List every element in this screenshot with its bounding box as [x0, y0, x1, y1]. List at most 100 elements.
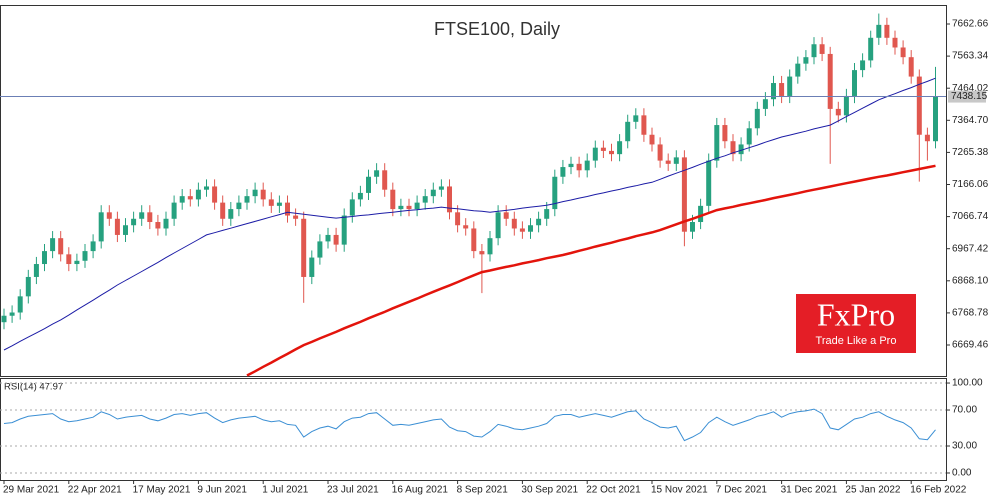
candle-body [795, 63, 801, 77]
candle-body [511, 218, 517, 229]
candle-body [771, 83, 776, 100]
candle-body [366, 176, 371, 193]
candle-body [503, 212, 509, 219]
candle-body [414, 202, 420, 210]
candle-body [123, 225, 128, 235]
candle-body [155, 222, 161, 229]
candle-body [244, 196, 250, 203]
candle-body [762, 99, 768, 109]
x-tick-label: 31 Dec 2021 [781, 485, 838, 496]
candle-body [544, 209, 550, 219]
x-tick-label: 7 Dec 2021 [716, 485, 768, 496]
rsi-panel-border [0, 378, 947, 481]
y-tick-label: 7563.34 [952, 51, 989, 62]
candle-body [301, 218, 307, 277]
candle-body [438, 186, 444, 190]
rsi-title: RSI(14) 47.97 [4, 382, 63, 393]
candle-body [892, 37, 898, 48]
candle-body [131, 218, 137, 226]
candle-body [374, 170, 380, 177]
candle-body [228, 209, 234, 219]
candle-body [779, 83, 785, 96]
candle-body [803, 57, 809, 64]
candle-body [714, 125, 720, 161]
candle-body [609, 150, 614, 155]
candle-body [738, 144, 744, 155]
candle-body [455, 212, 461, 226]
candle-body [471, 228, 477, 252]
candle-body [479, 251, 485, 255]
candle-body [528, 225, 533, 232]
candle-body [58, 238, 64, 255]
x-tick-label: 25 Jan 2022 [845, 485, 900, 496]
candle-body [179, 196, 185, 203]
candle-body [730, 141, 736, 155]
candle-body [90, 241, 96, 252]
candle-body [98, 212, 104, 242]
logo-brand: FxPro [817, 296, 895, 332]
candle-body [690, 222, 695, 232]
candle-body [163, 218, 169, 229]
logo-box [796, 294, 916, 353]
candle-body [139, 212, 145, 219]
y-tick-label: 6768.78 [952, 308, 989, 319]
candle-body [673, 157, 679, 164]
logo-tagline: Trade Like a Pro [816, 335, 897, 347]
y-tick-label: 6868.10 [952, 275, 989, 286]
candle-body [876, 24, 882, 38]
candle-body [220, 202, 226, 219]
candle-body [754, 108, 760, 129]
candle-body [33, 264, 39, 277]
y-tick-label: 70.00 [952, 405, 977, 416]
y-tick-label: 7066.74 [952, 211, 989, 222]
candle-body [147, 212, 153, 223]
candle-body [171, 202, 177, 219]
candle-body [25, 276, 31, 297]
candle-body [268, 199, 274, 206]
candle-body [390, 189, 396, 210]
candle-body [576, 163, 582, 171]
candle-body [74, 260, 80, 265]
candle-body [835, 108, 841, 116]
candle-body [568, 163, 574, 168]
x-tick-label: 1 Jul 2021 [262, 485, 309, 496]
candle-body [536, 218, 542, 226]
last-price-box [948, 90, 986, 103]
candle-body [633, 115, 639, 122]
candle-body [422, 196, 428, 203]
chart-title: FTSE100, Daily [434, 19, 560, 39]
candle-body [924, 134, 930, 142]
candle-body [50, 238, 56, 252]
candle-body [706, 160, 712, 206]
x-tick-label: 16 Aug 2021 [392, 485, 449, 496]
y-tick-label: 100.00 [952, 378, 983, 389]
x-tick-label: 9 Jun 2021 [197, 485, 247, 496]
candle-body [293, 215, 299, 219]
candle-body [447, 186, 452, 213]
candle-body [341, 215, 347, 245]
candle-body [746, 128, 752, 145]
candle-body [430, 189, 436, 197]
y-tick-label: 7364.70 [952, 115, 989, 126]
last-price-label: 7438.15 [951, 91, 988, 102]
candle-body [236, 202, 242, 210]
candle-body [843, 95, 849, 116]
candle-body [463, 225, 469, 229]
x-tick-label: 29 Mar 2021 [3, 485, 60, 496]
x-tick-label: 23 Jul 2021 [327, 485, 379, 496]
candle-body [317, 241, 323, 258]
candle-body [114, 218, 120, 235]
candle-body [357, 192, 363, 200]
y-tick-label: 7265.38 [952, 147, 989, 158]
candle-body [260, 189, 266, 200]
candle-body [900, 47, 906, 58]
candle-body [17, 296, 23, 313]
candle-body [698, 205, 704, 223]
candle-body [252, 189, 258, 197]
candle-body [82, 251, 88, 261]
x-tick-label: 17 May 2021 [133, 485, 191, 496]
candle-body [106, 212, 112, 219]
candle-body [349, 199, 355, 216]
candle-body [600, 147, 606, 151]
